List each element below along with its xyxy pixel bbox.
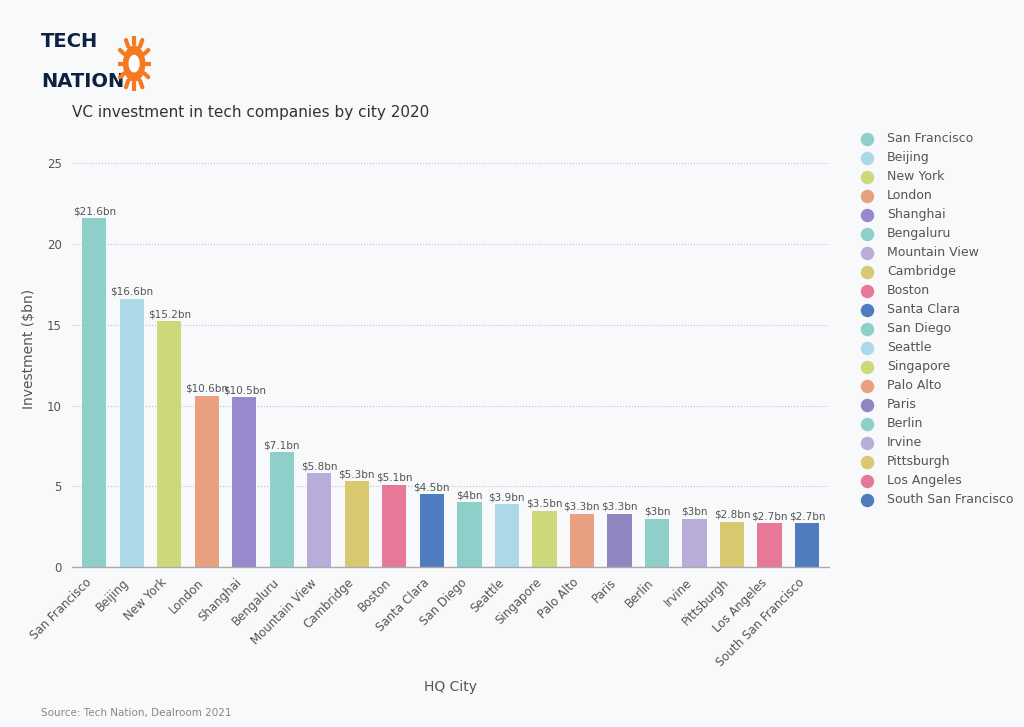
Text: $3.5bn: $3.5bn (526, 499, 562, 509)
Text: $5.3bn: $5.3bn (339, 470, 375, 480)
Text: $3bn: $3bn (644, 507, 670, 517)
Text: VC investment in tech companies by city 2020: VC investment in tech companies by city … (72, 105, 429, 120)
Bar (645, 518, 669, 567)
Text: $10.5bn: $10.5bn (223, 385, 266, 395)
Bar (720, 522, 744, 567)
Text: NATION: NATION (41, 72, 124, 92)
Legend: San Francisco, Beijing, New York, London, Shanghai, Bengaluru, Mountain View, Ca: San Francisco, Beijing, New York, London… (851, 129, 1018, 510)
Text: $4bn: $4bn (456, 491, 482, 500)
Text: $5.1bn: $5.1bn (376, 473, 413, 483)
Text: $21.6bn: $21.6bn (73, 206, 116, 216)
Bar (569, 514, 594, 567)
Bar (345, 481, 369, 567)
Text: Source: Tech Nation, Dealroom 2021: Source: Tech Nation, Dealroom 2021 (41, 708, 231, 718)
Text: TECH: TECH (41, 32, 98, 51)
Bar (682, 518, 707, 567)
Text: $3.3bn: $3.3bn (563, 502, 600, 512)
Bar (382, 485, 407, 567)
Bar (195, 395, 219, 567)
Text: $2.8bn: $2.8bn (714, 510, 751, 520)
Bar (457, 502, 481, 567)
Text: $3.3bn: $3.3bn (601, 502, 638, 512)
Text: $4.5bn: $4.5bn (414, 483, 451, 492)
Circle shape (129, 55, 139, 72)
Text: $2.7bn: $2.7bn (788, 512, 825, 521)
Bar (495, 504, 519, 567)
Bar (307, 473, 332, 567)
Text: $5.8bn: $5.8bn (301, 462, 338, 471)
Bar (795, 523, 819, 567)
Bar (757, 523, 781, 567)
Text: $15.2bn: $15.2bn (147, 310, 190, 320)
Bar (82, 218, 106, 567)
Y-axis label: Investment ($bn): Investment ($bn) (22, 289, 36, 409)
Bar (420, 494, 444, 567)
Text: $2.7bn: $2.7bn (752, 512, 787, 521)
Bar (532, 510, 556, 567)
Text: $16.6bn: $16.6bn (111, 287, 154, 297)
Text: $7.1bn: $7.1bn (263, 441, 300, 451)
Bar (120, 299, 144, 567)
Circle shape (124, 47, 144, 81)
Bar (157, 321, 181, 567)
Text: $3bn: $3bn (681, 507, 708, 517)
X-axis label: HQ City: HQ City (424, 680, 477, 694)
Bar (607, 514, 632, 567)
Bar (269, 452, 294, 567)
Text: $10.6bn: $10.6bn (185, 384, 228, 394)
Text: $3.9bn: $3.9bn (488, 492, 525, 502)
Bar (232, 398, 256, 567)
